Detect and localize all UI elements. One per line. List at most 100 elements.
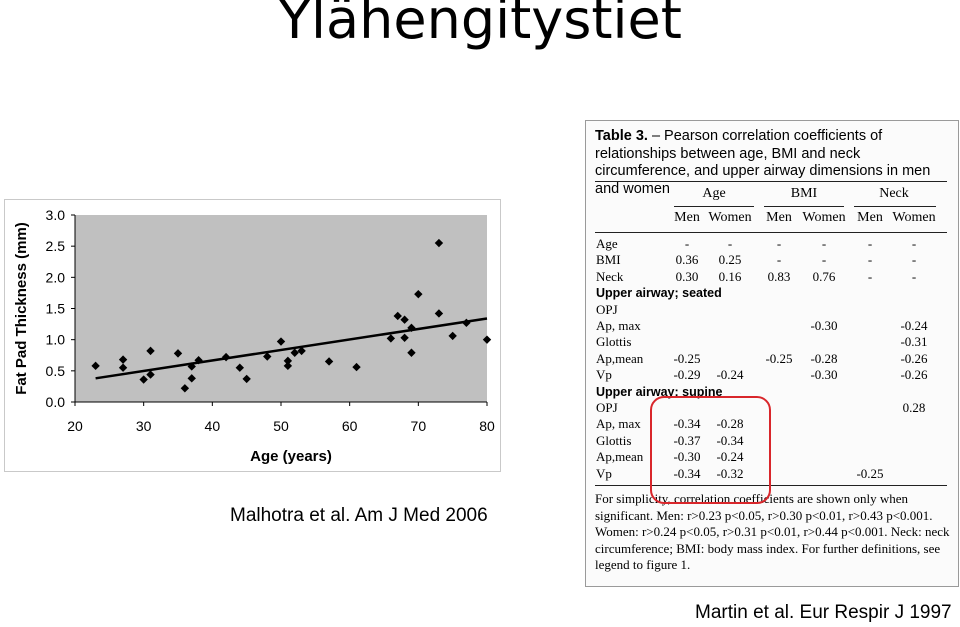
table-cell: - xyxy=(727,236,733,251)
table-caption-label: Table 3. xyxy=(595,128,648,144)
y-tick-label: 2.5 xyxy=(46,238,66,254)
data-point xyxy=(276,337,286,346)
table-row-label: BMI xyxy=(596,252,621,268)
data-point xyxy=(297,346,306,356)
correlation-table-image: Table 3. – Pearson correlation coefficie… xyxy=(585,120,959,587)
table-subheader: Men xyxy=(766,210,792,225)
data-point xyxy=(434,238,444,248)
table-row-label: Glottis xyxy=(596,334,632,350)
data-point xyxy=(187,374,196,383)
table-row-label: Age xyxy=(596,236,618,251)
scatter-chart-svg: 0.0 0.5 1.0 1.5 2.0 2.5 3.0 20 30 40 50 60 70 80 Age (… xyxy=(13,207,495,465)
table-cell: -0.31 xyxy=(900,334,928,350)
table-cell: -0.34 xyxy=(716,432,744,448)
y-tick-label: 2.0 xyxy=(46,269,66,285)
table-caption: Table 3. – Pearson correlation coefficie… xyxy=(595,128,950,198)
table-row-label: OPJ xyxy=(596,301,618,317)
table-cell: -0.34 xyxy=(673,416,701,432)
data-point xyxy=(221,352,231,362)
table-subheader: Women xyxy=(892,210,936,225)
table-cell: - xyxy=(867,252,873,268)
data-point xyxy=(393,311,402,321)
y-tick-label: 0.5 xyxy=(46,363,66,379)
data-point xyxy=(146,346,155,356)
x-axis-label: Age (years) xyxy=(250,448,332,465)
table-row-label: Glottis xyxy=(596,432,632,448)
x-tick-label: 70 xyxy=(411,418,427,434)
data-point xyxy=(91,361,100,371)
table-cell: -0.30 xyxy=(810,367,838,383)
table-group-header: Neck xyxy=(879,186,909,201)
data-point xyxy=(290,348,299,357)
table-cell: 0.28 xyxy=(902,400,926,415)
table-row-label: OPJ xyxy=(596,400,618,415)
highlight-box xyxy=(650,396,771,504)
table-cell: 0.16 xyxy=(718,268,742,284)
data-point xyxy=(235,363,244,372)
slide-title: Ylähengitystiet xyxy=(278,0,682,51)
trendline xyxy=(95,317,488,380)
data-point xyxy=(118,363,128,372)
table-row-label: Ap,mean xyxy=(596,449,644,465)
table-group-rule xyxy=(854,206,936,207)
table-row-label: Vp xyxy=(596,367,612,383)
citation-martin: Martin et al. Eur Respir J 1997 xyxy=(695,602,952,623)
data-point xyxy=(400,333,409,342)
table-caption-text: – Pearson correlation coefficients of re… xyxy=(595,128,931,197)
data-point xyxy=(139,375,148,384)
table-cell: -0.24 xyxy=(716,367,744,383)
table-rule-header xyxy=(595,232,947,233)
data-point xyxy=(283,356,293,366)
table-group-rule xyxy=(764,206,844,207)
data-point xyxy=(118,355,128,364)
table-cell: - xyxy=(684,236,690,251)
data-point xyxy=(407,348,416,357)
data-point xyxy=(242,374,251,384)
y-tick-label: 1.5 xyxy=(46,301,66,317)
plot-area xyxy=(75,215,487,402)
table-cell: -0.26 xyxy=(900,367,928,383)
table-cell: -0.25 xyxy=(856,465,884,481)
x-tick-label: 30 xyxy=(136,418,152,434)
table-cell: -0.30 xyxy=(810,318,838,333)
x-tick-label: 50 xyxy=(273,418,289,434)
x-tick-label: 40 xyxy=(205,418,221,434)
y-tick-label: 3.0 xyxy=(46,207,66,223)
table-row-label: Ap, max xyxy=(596,318,641,333)
table-cell: -0.28 xyxy=(716,416,744,432)
table-cell: -0.34 xyxy=(673,465,701,481)
table-cell: 0.83 xyxy=(767,268,791,284)
table-cell: 0.30 xyxy=(675,268,699,284)
y-tick-label: 1.0 xyxy=(46,332,66,348)
table-row-label: Ap, max xyxy=(596,416,641,432)
table-rule-bottom xyxy=(595,485,947,486)
x-tick-label: 60 xyxy=(342,418,358,434)
data-point xyxy=(434,309,444,318)
table-row-label: Ap,mean xyxy=(596,350,644,366)
x-tick-label: 80 xyxy=(479,418,495,434)
data-point xyxy=(263,352,272,361)
data-point xyxy=(180,384,190,393)
table-row-label: Vp xyxy=(596,465,612,481)
table-subheader: Women xyxy=(802,210,846,225)
table-cell: -0.32 xyxy=(716,465,744,481)
table-cell: - xyxy=(776,236,782,251)
data-point xyxy=(482,335,492,344)
table-cell: -0.25 xyxy=(673,350,701,366)
table-cell: -0.30 xyxy=(673,449,701,465)
data-point xyxy=(324,357,334,366)
data-point xyxy=(386,334,396,343)
table-cell: -0.24 xyxy=(900,318,928,333)
table-cell: - xyxy=(911,252,917,268)
table-cell: -0.24 xyxy=(716,449,744,465)
table-section-label: Upper airway; supine xyxy=(596,384,723,399)
data-point xyxy=(400,315,409,324)
table-row-label: Neck xyxy=(596,268,624,284)
x-tick-label: 20 xyxy=(67,418,83,434)
table-section-label: Upper airway; seated xyxy=(596,286,722,301)
table-cell: -0.28 xyxy=(810,350,838,366)
table-cell: -0.25 xyxy=(765,350,793,366)
table-cell: - xyxy=(867,268,873,284)
table-cell: 0.76 xyxy=(812,268,836,284)
table-cell: - xyxy=(821,252,827,268)
